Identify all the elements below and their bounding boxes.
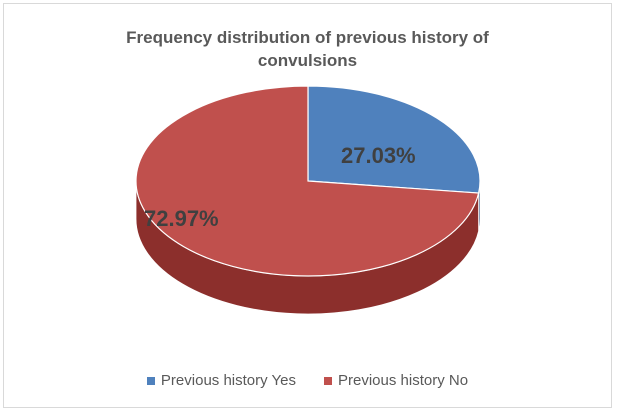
legend-swatch-no	[324, 376, 332, 385]
legend-item-yes: Previous history Yes	[146, 372, 296, 389]
chart-frame: Frequency distribution of previous histo…	[3, 3, 612, 408]
chart-title-line-1: Frequency distribution of previous histo…	[126, 28, 489, 47]
pie-slice-yes	[307, 85, 481, 194]
chart-title: Frequency distribution of previous histo…	[4, 26, 611, 72]
legend-swatch-yes	[146, 376, 155, 385]
pie-slice-no	[135, 85, 480, 277]
legend: Previous history Yes Previous history No	[4, 372, 611, 389]
legend-item-no: Previous history No	[324, 372, 468, 389]
chart-title-line-2: convulsions	[257, 51, 358, 70]
legend-label-yes: Previous history Yes	[160, 372, 296, 389]
data-label-yes: 27.03%	[341, 143, 416, 168]
legend-label-no: Previous history No	[338, 372, 469, 389]
data-label-no: 72.97%	[144, 206, 219, 231]
pie-chart: 27.03% 72.97%	[135, 85, 481, 315]
